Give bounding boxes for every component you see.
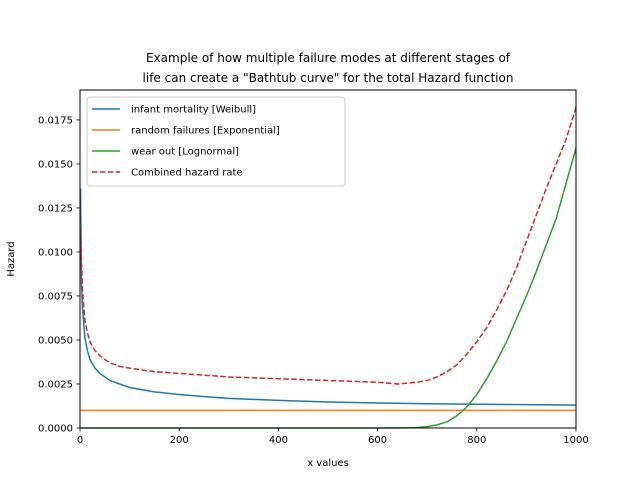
y-axis-ticks: 0.0000 0.0025 0.0050 0.0075 0.0100 0.0125 0.01… — [38, 115, 80, 435]
plot-frame — [79, 89, 577, 429]
legend-label-wear-out-lognormal: wear out [Lognormal] — [131, 147, 239, 158]
x-tick-label: 200 — [170, 435, 189, 446]
chart-title-line-2: life can create a "Bathtub curve" for th… — [143, 71, 514, 85]
legend-label-random-failures-exponential: random failures [Exponential] — [131, 126, 280, 137]
legend-entries: infant mortality [Weibull] random failure… — [92, 105, 280, 179]
y-tick-label: 0.0100 — [38, 247, 73, 258]
y-axis-label: Hazard — [6, 241, 17, 276]
series-line-infant-mortality-weibull — [79, 188, 577, 406]
y-tick-label: 0.0125 — [38, 203, 73, 214]
x-tick-label: 800 — [467, 435, 486, 446]
plot-lines — [79, 107, 577, 429]
x-tick-label: 600 — [368, 435, 387, 446]
y-tick-label: 0.0075 — [38, 291, 73, 302]
y-tick-label: 0.0050 — [38, 335, 73, 346]
x-tick-label: 400 — [269, 435, 288, 446]
legend-label-combined-hazard-rate: Combined hazard rate — [131, 168, 243, 179]
y-tick-label: 0.0175 — [38, 115, 73, 126]
series-line-combined-hazard-rate — [79, 107, 577, 385]
legend-label-infant-mortality-weibull: infant mortality [Weibull] — [131, 105, 256, 116]
x-axis-ticks: 0 200 400 600 800 1000 — [77, 428, 589, 446]
x-axis-label: x values — [307, 458, 349, 469]
y-tick-label: 0.0000 — [38, 424, 73, 435]
chart-title-line-1: Example of how multiple failure modes at… — [146, 51, 511, 65]
legend-box — [86, 96, 346, 187]
y-tick-label: 0.0150 — [38, 159, 73, 170]
series-line-wear-out-lognormal — [80, 147, 577, 429]
x-tick-label: 0 — [77, 435, 83, 446]
x-tick-label: 1000 — [563, 435, 588, 446]
legend: infant mortality [Weibull] random failure… — [86, 96, 346, 187]
y-tick-label: 0.0025 — [38, 379, 73, 390]
